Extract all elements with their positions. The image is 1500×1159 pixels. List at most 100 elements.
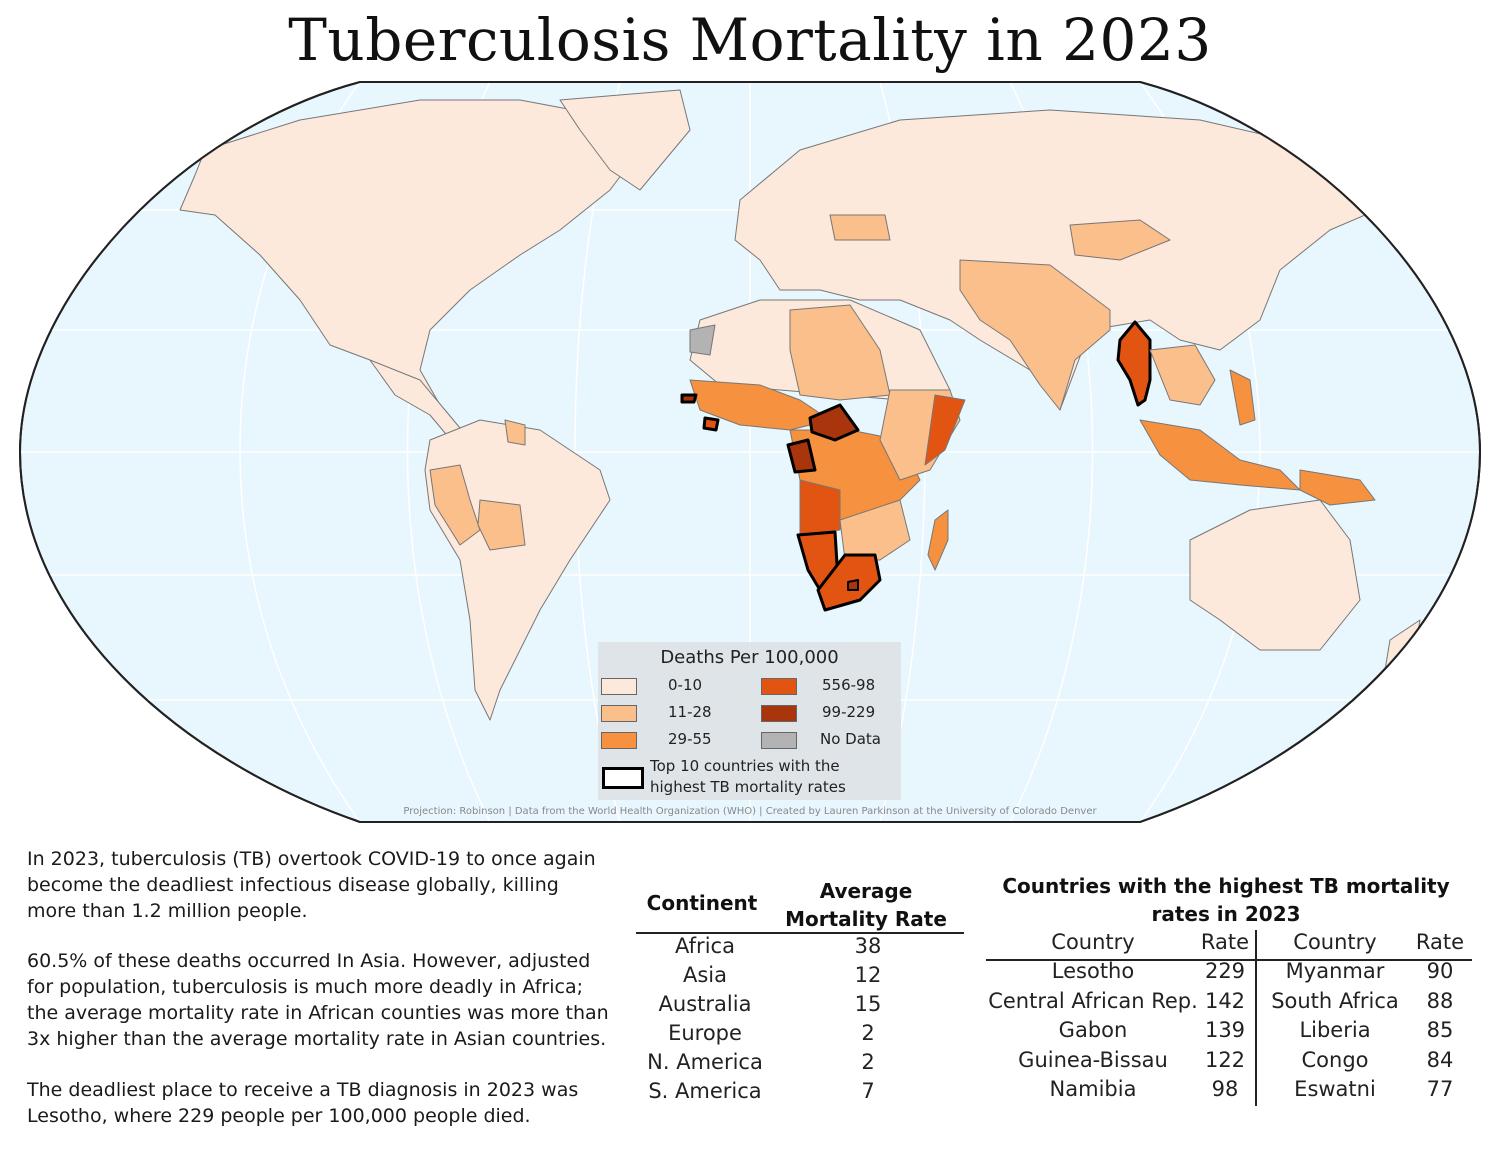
greenland (559, 89, 691, 191)
central-african-republic (808, 403, 860, 442)
map-credit: Projection: Robinson | Data from the Wor… (403, 806, 1097, 817)
continent-cell: S. America (648, 1079, 762, 1103)
legend-label-4: 99-229 (822, 703, 876, 721)
paragraph-2: 60.5% of these deaths occurred In Asia. … (27, 948, 627, 1052)
top-country-cell: South Africa (1271, 988, 1399, 1013)
top-table-header-country-left: Country (1051, 930, 1135, 954)
continent-table-header-continent: Continent (646, 891, 758, 915)
top-rate-cell: 88 (1426, 988, 1454, 1013)
legend-title: Deaths Per 100,000 (660, 647, 839, 668)
top-rate-cell: 85 (1426, 1018, 1454, 1042)
legend-swatch-4 (761, 705, 797, 722)
gabon-congo (786, 438, 817, 474)
western-sahara (689, 324, 716, 356)
paragraph-3-line-1: The deadliest place to receive a TB diag… (27, 1079, 579, 1101)
legend-top10-label: Top 10 countries with the highest TB mor… (650, 756, 890, 798)
continent-rate-cell: 7 (861, 1079, 875, 1103)
legend-swatch-2 (601, 732, 637, 749)
legend-top10-line2: highest TB mortality rates (650, 778, 846, 796)
paragraph-3: The deadliest place to receive a TB diag… (27, 1077, 627, 1129)
top-table-title-line-2: rates in 2023 (1151, 902, 1301, 926)
continent-table-header-rate: Average Mortality Rate (780, 877, 952, 933)
guinea-bissau (680, 393, 698, 404)
philippines (1229, 369, 1256, 426)
paragraph-1-line-1: In 2023, tuberculosis (TB) overtook COVI… (27, 848, 596, 870)
southern-africa-mid (839, 499, 911, 561)
paragraph-2-line-1: 60.5% of these deaths occurred In Asia. … (27, 950, 591, 972)
top-table-title-line-1: Countries with the highest TB mortality (1002, 874, 1450, 898)
south-america (424, 419, 611, 721)
top-country-cell: Lesotho (1051, 959, 1135, 983)
paragraph-2-line-4: 3x higher than the average mortality rat… (27, 1028, 607, 1050)
legend-swatch-5 (761, 732, 797, 749)
top-table-header-rate-right: Rate (1415, 930, 1465, 954)
continent-table-header-rate-line-1: Average (819, 879, 913, 903)
madagascar (927, 509, 949, 571)
top-country-cell: Eswatni (1294, 1077, 1376, 1101)
top-table-header-rate-left: Rate (1200, 930, 1250, 954)
somalia (924, 394, 966, 466)
continent-rate-cell: 15 (854, 992, 882, 1016)
top-rate-cell: 122 (1204, 1047, 1246, 1072)
map-legend: Deaths Per 100,000 0-10 556-98 11-28 99-… (598, 642, 901, 800)
mongolia (1069, 219, 1171, 261)
legend-label-2: 29-55 (668, 730, 712, 748)
legend-swatch-1 (601, 705, 637, 722)
paragraph-2-line-3: the average mortality rate in African co… (27, 1002, 609, 1024)
continent-rate-cell: 2 (861, 1050, 875, 1074)
globe-outline (18, 81, 1482, 823)
continent-cell: Europe (668, 1021, 742, 1045)
continent-rate-cell: 12 (854, 963, 882, 987)
top-rate-cell: 229 (1204, 959, 1246, 983)
paragraph-2-line-2: for population, tuberculosis is much mor… (27, 976, 584, 998)
papua (1299, 469, 1376, 506)
myanmar (1116, 320, 1152, 407)
continent-cell: N. America (647, 1050, 763, 1074)
top-country-cell: Liberia (1299, 1018, 1371, 1042)
paragraph-3-line-2: Lesotho, where 229 people per 100,000 pe… (27, 1105, 531, 1127)
paragraph-1-line-2: become the deadliest infectious disease … (27, 874, 559, 896)
top-table-header-country-right: Country (1293, 930, 1377, 954)
legend-top10-line1: Top 10 countries with the (650, 757, 840, 775)
continent-cell: Asia (682, 963, 727, 987)
top-rate-cell: 77 (1426, 1077, 1454, 1101)
guyana-region (504, 419, 526, 446)
legend-swatch-3 (761, 678, 797, 695)
top-rate-cell: 139 (1204, 1018, 1246, 1042)
south-asia (959, 259, 1111, 411)
bolivia-region (477, 499, 526, 551)
continent-cell: Africa (675, 934, 735, 958)
continent-table-rule (636, 932, 964, 934)
top-rate-cell: 84 (1426, 1047, 1454, 1072)
legend-label-0: 0-10 (668, 676, 703, 694)
top-country-cell: Congo (1301, 1047, 1369, 1072)
eurasia (734, 109, 1401, 411)
top-country-cell: Gabon (1058, 1018, 1128, 1042)
top-rate-cell: 90 (1426, 959, 1454, 983)
top-country-cell: Namibia (1049, 1077, 1137, 1101)
continent-table-header-rate-line-2: Mortality Rate (785, 907, 947, 931)
legend-top10-outline-swatch (602, 767, 644, 789)
top-rate-cell: 98 (1211, 1077, 1239, 1101)
top-table-rule (986, 959, 1472, 961)
legend-swatch-0 (601, 678, 637, 695)
top-country-cell: Central African Rep. (988, 988, 1198, 1013)
legend-label-3: 556-98 (822, 676, 876, 694)
north-america (179, 99, 641, 406)
world-map (18, 81, 1482, 823)
legend-label-1: 11-28 (668, 703, 712, 721)
top-table-title: Countries with the highest TB mortality … (986, 872, 1466, 928)
top-table-divider (1255, 930, 1257, 1106)
angola (799, 479, 841, 536)
ukraine (829, 214, 891, 241)
lesotho (847, 579, 859, 591)
top-rate-cell: 142 (1204, 988, 1246, 1013)
southeast-asia (1149, 344, 1216, 406)
liberia (702, 416, 720, 432)
australia (1189, 499, 1361, 651)
top-country-cell: Guinea-Bissau (1018, 1047, 1168, 1072)
continent-rate-cell: 2 (861, 1021, 875, 1045)
paragraph-1-line-3: more than 1.2 million people. (27, 900, 308, 922)
paragraph-1: In 2023, tuberculosis (TB) overtook COVI… (27, 846, 627, 924)
map-title: Tuberculosis Mortality in 2023 (288, 6, 1212, 74)
